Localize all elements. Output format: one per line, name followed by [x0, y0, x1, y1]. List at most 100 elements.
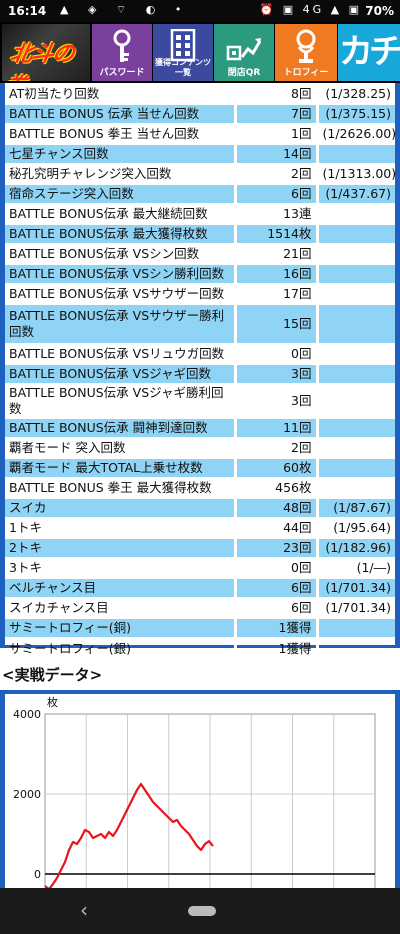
stat-value: 3回 — [233, 383, 317, 418]
stat-value: 456枚 — [233, 477, 317, 498]
stat-value: 11回 — [233, 417, 317, 438]
stats-row: スイカチャンス目 6回 (1/701.34) — [5, 597, 395, 618]
stat-probability — [315, 437, 395, 458]
status-bar: 16:14 ▲ ◈ ⌔ ◐ • ⏰ ▣ 4G ▲ ▣ 70% — [0, 0, 400, 22]
stat-value: 13連 — [233, 203, 317, 224]
stat-label: BATTLE BONUS伝承 VSシン回数 — [5, 243, 235, 264]
stat-label: サミートロフィー(銅) — [5, 617, 235, 638]
status-time: 16:14 — [8, 4, 47, 18]
hokuto-logo[interactable]: 北斗の拳 — [2, 24, 90, 81]
key-icon — [113, 29, 131, 62]
battery-level: 70% — [365, 4, 394, 18]
stat-label: BATTLE BONUS伝承 VSシン勝利回数 — [5, 263, 235, 284]
stats-row: BATTLE BONUS 伝承 当せん回数 7回 (1/375.15) — [5, 103, 395, 124]
stat-probability — [315, 417, 395, 438]
stats-row: サミートロフィー(銅) 1獲得 — [5, 617, 395, 638]
stat-label: BATTLE BONUS伝承 闘神到達回数 — [5, 417, 235, 438]
stat-value: 7回 — [233, 103, 317, 124]
stat-probability — [315, 283, 395, 304]
trophy-label: トロフィー — [283, 68, 329, 78]
content-list-button[interactable]: 獲得コンテンツ 一覧 — [153, 24, 213, 81]
stat-value: 16回 — [233, 263, 317, 284]
stat-value: 17回 — [233, 283, 317, 304]
home-pill-icon[interactable] — [188, 906, 216, 916]
stat-label: BATTLE BONUS 拳王 当せん回数 — [5, 123, 235, 144]
y-tick-label: 4000 — [13, 708, 41, 721]
balance-series-line — [44, 782, 214, 890]
stat-label: 1トキ — [5, 517, 235, 538]
stats-row: BATTLE BONUS 拳王 当せん回数 1回 (1/2626.00) — [5, 123, 396, 144]
trophy-icon — [296, 29, 316, 63]
stat-label: 七星チャンス回数 — [5, 143, 235, 164]
stats-row: BATTLE BONUS伝承 VSリュウガ回数 0回 — [5, 343, 395, 364]
system-icons: ⏰ ▣ 4G ▲ ▣ — [259, 3, 362, 16]
stat-value: 6回 — [233, 183, 317, 204]
stat-value: 1獲得 — [233, 617, 317, 638]
stats-row: 3トキ 0回 (1/―) — [5, 557, 395, 578]
stat-probability — [315, 263, 395, 284]
stat-label: スイカ — [5, 497, 235, 518]
stat-label: BATTLE BONUS伝承 VSリュウガ回数 — [5, 343, 235, 364]
back-icon[interactable]: ‹ — [80, 898, 88, 922]
stat-label: 宿命ステージ突入回数 — [5, 183, 235, 204]
stat-value: 3回 — [233, 363, 317, 384]
stat-value: 44回 — [233, 517, 317, 538]
stat-label: サミートロフィー(銀) — [5, 637, 235, 658]
stat-value: 1514枚 — [233, 223, 317, 244]
stats-row: AT初当たり回数 8回 (1/328.25) — [5, 83, 395, 104]
password-label: パスワード — [99, 68, 145, 78]
stats-row: 秘孔究明チャレンジ突入回数 2回 (1/1313.00) — [5, 163, 396, 184]
stat-value: 2回 — [233, 163, 317, 184]
stat-probability — [315, 477, 395, 498]
stats-row: スイカ 48回 (1/87.67) — [5, 497, 395, 518]
y-tick-label: 0 — [34, 868, 41, 881]
stat-value: 8回 — [233, 83, 317, 104]
stat-label: 3トキ — [5, 557, 235, 578]
stat-probability: (1/375.15) — [315, 103, 395, 124]
stat-label: BATTLE BONUS伝承 VSジャギ勝利回数 — [5, 383, 235, 418]
stats-row: BATTLE BONUS伝承 VSシン勝利回数 16回 — [5, 263, 395, 284]
stat-label: BATTLE BONUS 伝承 当せん回数 — [5, 103, 235, 124]
stat-value: 48回 — [233, 497, 317, 518]
y-tick-label: 2000 — [13, 788, 41, 801]
stat-value: 1回 — [233, 123, 317, 144]
stat-label: BATTLE BONUS伝承 VSサウザー勝利回数 — [5, 303, 235, 344]
stat-probability — [315, 223, 395, 244]
stat-probability — [315, 203, 395, 224]
stats-row: 覇者モード 突入回数 2回 — [5, 437, 395, 458]
stat-label: AT初当たり回数 — [5, 83, 235, 104]
stat-probability — [315, 457, 395, 478]
stat-label: ベルチャンス目 — [5, 577, 235, 598]
document-list-icon — [170, 29, 196, 62]
stat-probability: (1/95.64) — [315, 517, 395, 538]
stat-label: BATTLE BONUS伝承 最大継続回数 — [5, 203, 235, 224]
stat-value: 60枚 — [233, 457, 317, 478]
stat-label: 覇者モード 最大TOTAL上乗せ枚数 — [5, 457, 235, 478]
closing-qr-button[interactable]: 閉店QR — [214, 24, 274, 81]
stats-row: BATTLE BONUS伝承 VSジャギ回数 3回 — [5, 363, 395, 384]
stats-row: サミートロフィー(銀) 1獲得 — [5, 637, 395, 658]
stats-row: 宿命ステージ突入回数 6回 (1/437.67) — [5, 183, 395, 204]
stats-table: AT初当たり回数 8回 (1/328.25) BATTLE BONUS 伝承 当せん回… — [5, 83, 396, 658]
stats-row: 七星チャンス回数 14回 — [5, 143, 395, 164]
stat-probability — [315, 383, 395, 418]
stat-label: BATTLE BONUS伝承 VSサウザー回数 — [5, 283, 235, 304]
stat-value: 21回 — [233, 243, 317, 264]
stats-row: BATTLE BONUS伝承 闘神到達回数 11回 — [5, 417, 395, 438]
stats-row: BATTLE BONUS伝承 最大獲得枚数 1514枚 — [5, 223, 395, 244]
battle-data-chart: 4000 2000 0 枚 — [5, 694, 395, 890]
stats-row: BATTLE BONUS伝承 VSサウザー勝利回数 15回 — [5, 303, 395, 344]
stat-value: 1獲得 — [233, 637, 317, 658]
qr-chart-icon — [226, 38, 262, 61]
stat-label: BATTLE BONUS伝承 VSジャギ回数 — [5, 363, 235, 384]
stats-row: 1トキ 44回 (1/95.64) — [5, 517, 395, 538]
stats-row: BATTLE BONUS伝承 VSシン回数 21回 — [5, 243, 395, 264]
stats-row: 2トキ 23回 (1/182.96) — [5, 537, 395, 558]
stat-probability — [315, 617, 395, 638]
password-button[interactable]: パスワード — [92, 24, 152, 81]
content-list-label: 獲得コンテンツ 一覧 — [155, 58, 211, 77]
kachinavi-brand[interactable]: カチナビ — [338, 24, 400, 129]
stat-value: 15回 — [233, 303, 317, 344]
trophy-button[interactable]: トロフィー — [275, 24, 337, 81]
stat-probability — [315, 343, 395, 364]
